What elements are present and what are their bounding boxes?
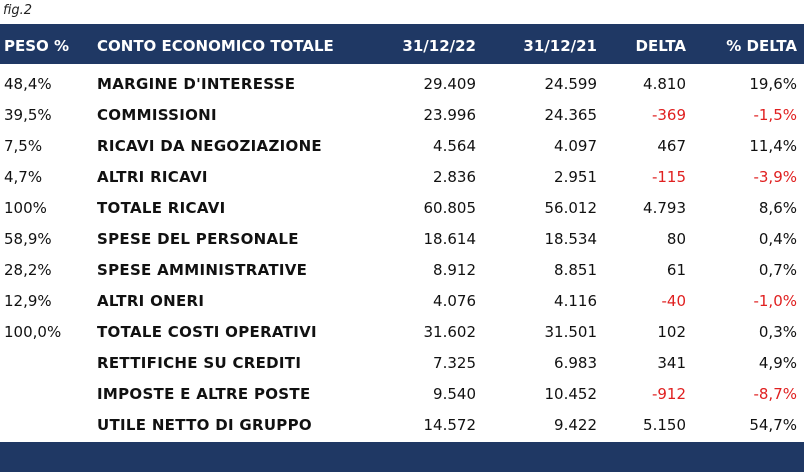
cell-value: 60.805 (423, 199, 477, 217)
cell-value: 9.422 (554, 416, 597, 434)
cell-value: 23.996 (423, 106, 477, 124)
cell-value: 7.325 (433, 354, 476, 372)
cell-value: -8,7% (753, 385, 797, 403)
cell-value: 18.614 (423, 230, 477, 248)
cell-value: 6.983 (554, 354, 597, 372)
cell-value: 9.540 (433, 385, 476, 403)
header-cell: % DELTA (726, 37, 797, 55)
cell-value: -369 (651, 106, 686, 124)
cell-value: 341 (657, 354, 686, 372)
cell-value: 58,9% (4, 230, 52, 248)
row-label: IMPOSTE E ALTRE POSTE (97, 385, 311, 403)
cell-value: 467 (657, 137, 686, 155)
cell-value: 31.501 (544, 323, 598, 341)
cell-value: -115 (651, 168, 686, 186)
row-label: RICAVI DA NEGOZIAZIONE (97, 137, 322, 155)
row-label: UTILE NETTO DI GRUPPO (97, 416, 312, 434)
row-label: SPESE DEL PERSONALE (97, 230, 299, 248)
cell-value: 80 (666, 230, 686, 248)
cell-value: 28,2% (4, 261, 52, 279)
row-label: MARGINE D'INTERESSE (97, 75, 296, 93)
cell-value: -40 (661, 292, 687, 310)
cell-value: 100,0% (4, 323, 62, 341)
cell-value: 4,7% (4, 168, 43, 186)
cell-value: 56.012 (544, 199, 598, 217)
cell-value: 0,7% (758, 261, 797, 279)
cell-value: 8.851 (554, 261, 597, 279)
cell-value: 31.602 (423, 323, 477, 341)
header-cell: DELTA (635, 37, 686, 55)
cell-value: 4.793 (643, 199, 686, 217)
header-cell: PESO % (4, 37, 70, 55)
cell-value: 39,5% (4, 106, 52, 124)
row-label: RETTIFICHE SU CREDITI (97, 354, 302, 372)
row-label: COMMISSIONI (97, 106, 217, 124)
cell-value: 7,5% (4, 137, 43, 155)
row-label: ALTRI RICAVI (97, 168, 208, 186)
cell-value: 2.951 (554, 168, 597, 186)
cell-value: 19,6% (749, 75, 797, 93)
cell-value: -912 (651, 385, 686, 403)
row-label: TOTALE COSTI OPERATIVI (97, 323, 317, 341)
cell-value: 8.912 (433, 261, 476, 279)
cell-value: 8,6% (758, 199, 797, 217)
cell-value: 48,4% (4, 75, 52, 93)
cell-value: -1,5% (753, 106, 797, 124)
row-label: ALTRI ONERI (97, 292, 205, 310)
header-band (0, 24, 804, 64)
cell-value: 14.572 (423, 416, 477, 434)
cell-value: 100% (4, 199, 47, 217)
caption: fig.2 (3, 3, 33, 18)
row-label: TOTALE RICAVI (97, 199, 226, 217)
cell-value: 4.076 (433, 292, 476, 310)
cell-value: 4.810 (643, 75, 686, 93)
cell-value: -3,9% (753, 168, 797, 186)
cell-value: 0,3% (758, 323, 797, 341)
cell-value: 24.599 (544, 75, 598, 93)
header-cell: 31/12/21 (523, 37, 597, 55)
cell-value: 4,9% (758, 354, 797, 372)
cell-value: 5.150 (643, 416, 686, 434)
cell-value: 102 (657, 323, 686, 341)
cell-value: 11,4% (749, 137, 797, 155)
cell-value: 18.534 (544, 230, 598, 248)
cell-value: 0,4% (758, 230, 797, 248)
footer-band (0, 442, 804, 472)
cell-value: 61 (666, 261, 686, 279)
cell-value: 4.564 (433, 137, 476, 155)
header-cell: CONTO ECONOMICO TOTALE (97, 37, 334, 55)
cell-value: 24.365 (544, 106, 598, 124)
cell-value: 12,9% (4, 292, 52, 310)
cell-value: 10.452 (544, 385, 598, 403)
cell-value: 29.409 (423, 75, 477, 93)
row-label: SPESE AMMINISTRATIVE (97, 261, 308, 279)
cell-value: 2.836 (433, 168, 476, 186)
cell-value: 4.116 (554, 292, 597, 310)
cell-value: 4.097 (554, 137, 597, 155)
cell-value: 54,7% (749, 416, 797, 434)
cell-value: -1,0% (753, 292, 797, 310)
header-cell: 31/12/22 (402, 37, 476, 55)
